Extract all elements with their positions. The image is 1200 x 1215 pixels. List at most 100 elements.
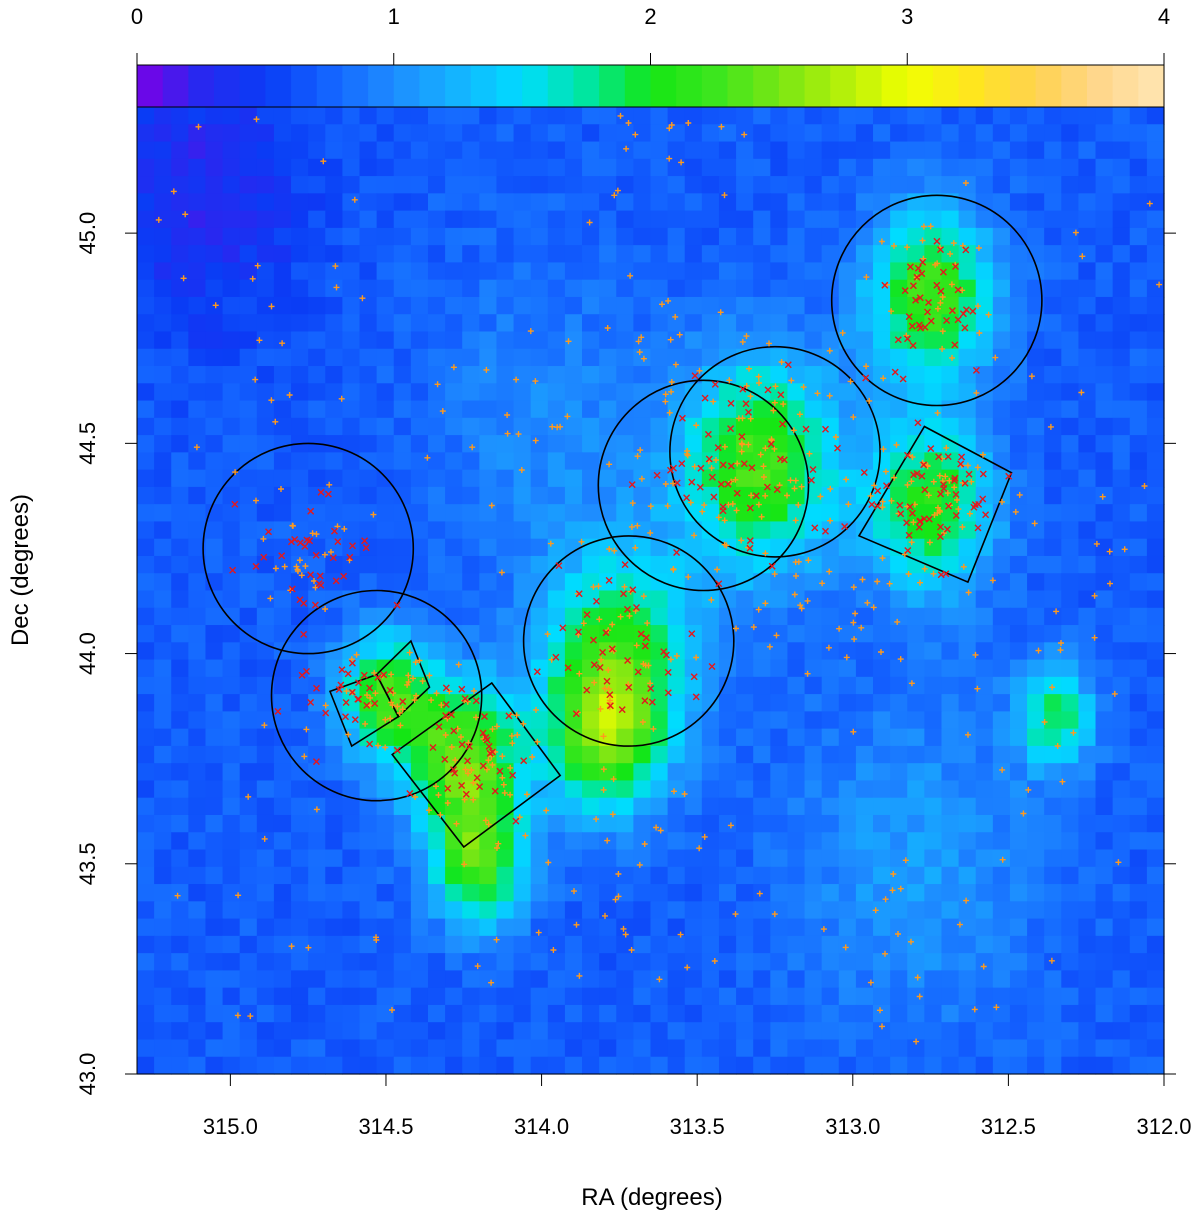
cross-point — [717, 480, 725, 488]
heatmap-cell — [924, 694, 943, 712]
heatmap-cell — [393, 573, 412, 592]
heatmap-cell — [496, 400, 515, 419]
heatmap-cell — [650, 348, 669, 367]
heatmap-cell — [393, 625, 412, 643]
plus-point — [908, 478, 915, 485]
heatmap-cell — [496, 676, 515, 695]
cross-point — [458, 685, 466, 693]
heatmap-cell — [1112, 901, 1131, 920]
cross-point — [915, 523, 923, 531]
heatmap-cell — [1078, 107, 1097, 125]
heatmap-cell — [1027, 538, 1045, 557]
heatmap-cell — [513, 573, 532, 592]
heatmap-cell — [873, 676, 891, 695]
heatmap-cell — [787, 814, 806, 833]
heatmap-cell — [410, 227, 429, 246]
cross-point — [362, 544, 370, 552]
heatmap-cell — [770, 158, 789, 177]
heatmap-cell — [821, 814, 840, 833]
colorbar-segment — [547, 65, 575, 107]
heatmap-cell — [445, 107, 463, 125]
heatmap-cell — [547, 400, 566, 419]
heatmap-cell — [907, 814, 925, 833]
heatmap-cell — [479, 832, 498, 851]
heatmap-cell — [718, 607, 737, 626]
heatmap-cell — [205, 469, 224, 488]
cross-point — [954, 286, 962, 294]
heatmap-cell — [137, 832, 155, 851]
heatmap-cell — [838, 711, 857, 730]
heatmap-cell — [1009, 987, 1028, 1006]
heatmap-cell — [821, 141, 840, 160]
heatmap-cell — [1009, 642, 1028, 661]
heatmap-cell — [650, 642, 669, 661]
heatmap-cell — [564, 918, 583, 937]
heatmap-cell — [1146, 1004, 1165, 1023]
heatmap-cell — [821, 210, 840, 229]
heatmap-cell — [821, 642, 840, 661]
plus-point — [1020, 810, 1027, 817]
heatmap-cell — [325, 970, 343, 989]
cross-point — [450, 727, 458, 735]
plus-point — [612, 896, 619, 903]
heatmap-cell — [273, 469, 292, 488]
heatmap-cell — [838, 1056, 857, 1075]
heatmap-cell — [547, 141, 566, 160]
heatmap-cell — [1095, 521, 1114, 540]
heatmap-cell — [496, 279, 515, 298]
heatmap-cell — [599, 1039, 617, 1058]
heatmap-cell — [890, 590, 908, 609]
heatmap-cell — [873, 849, 891, 868]
heatmap-cell — [445, 849, 463, 868]
heatmap-cell — [564, 814, 583, 833]
heatmap-cell — [154, 348, 172, 367]
heatmap-cell — [188, 832, 207, 851]
heatmap-cell — [924, 262, 943, 281]
heatmap-cell — [753, 659, 771, 678]
plus-point — [627, 272, 634, 279]
heatmap-cell — [171, 521, 189, 540]
heatmap-cell — [907, 728, 925, 747]
heatmap-cell — [770, 849, 789, 868]
heatmap-cell — [393, 728, 412, 747]
heatmap-cell — [564, 141, 583, 160]
heatmap-cell — [1061, 745, 1080, 764]
heatmap-cell — [188, 469, 207, 488]
heatmap-cell — [958, 210, 977, 229]
heatmap-cell — [410, 504, 429, 523]
heatmap-cell — [684, 659, 703, 678]
plus-point — [373, 934, 379, 941]
heatmap-cell — [239, 987, 258, 1006]
heatmap-cell — [992, 642, 1011, 661]
heatmap-cell — [855, 538, 874, 557]
heatmap-cell — [462, 1056, 480, 1075]
plus-point — [937, 299, 944, 306]
plus-point — [668, 388, 675, 395]
cross-point — [936, 533, 944, 541]
heatmap-cell — [1078, 504, 1097, 523]
heatmap-cell — [291, 400, 309, 419]
plus-point — [1091, 592, 1098, 599]
heatmap-cell — [701, 227, 720, 246]
heatmap-cell — [376, 279, 395, 298]
cross-point — [307, 571, 315, 579]
heatmap-cell — [1061, 417, 1080, 436]
heatmap-cell — [1146, 262, 1165, 281]
cross-point — [918, 472, 926, 480]
heatmap-cell — [359, 832, 378, 851]
heatmap-cell — [941, 953, 960, 971]
heatmap-cell — [599, 607, 617, 626]
plus-point — [435, 792, 442, 798]
heatmap-cell — [342, 400, 361, 419]
heatmap-cell — [222, 107, 241, 125]
heatmap-cell — [410, 314, 429, 333]
heatmap-cell — [616, 642, 634, 661]
heatmap-cell — [513, 694, 532, 712]
heatmap-cell — [1129, 659, 1148, 678]
heatmap-cell — [1009, 866, 1028, 885]
heatmap-cell — [633, 884, 652, 902]
heatmap-cell — [924, 176, 943, 194]
heatmap-cell — [667, 262, 686, 281]
heatmap-cell — [1009, 763, 1028, 782]
heatmap-cell — [890, 1004, 908, 1023]
